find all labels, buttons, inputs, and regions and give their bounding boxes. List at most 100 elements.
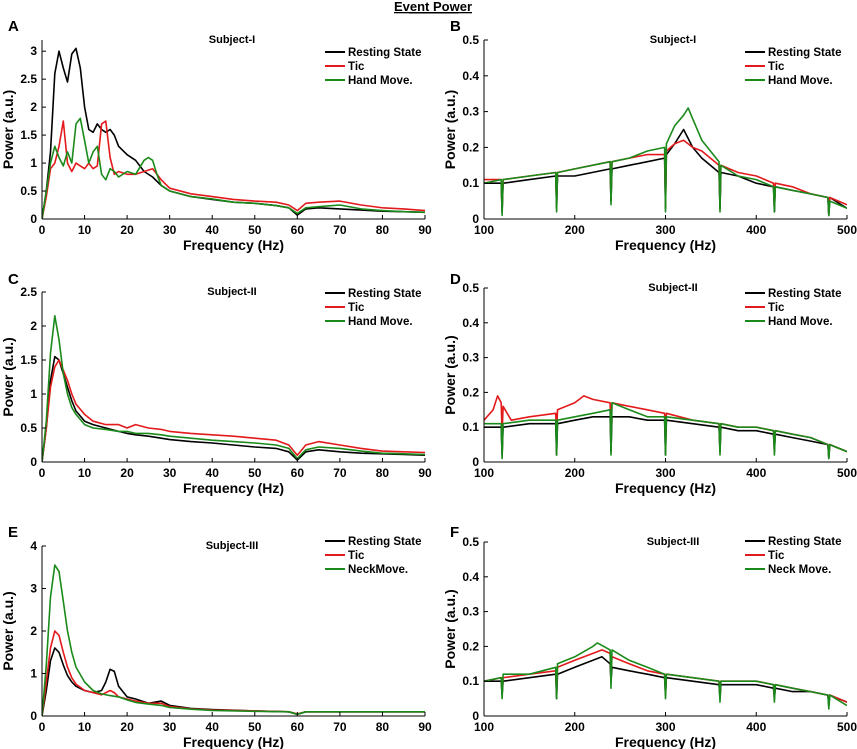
- y-tick-label: 0.3: [462, 351, 479, 365]
- y-axis-label: Power (a.u.): [0, 90, 16, 169]
- legend-label: Tic: [768, 61, 785, 73]
- y-tick-label: 2: [30, 624, 37, 638]
- x-tick-label: 20: [120, 466, 134, 480]
- panel-letter: C: [8, 271, 19, 288]
- legend-label: Resting State: [348, 536, 422, 548]
- x-tick-label: 30: [163, 223, 177, 237]
- panel-letter: A: [8, 18, 19, 35]
- subject-title: Subject-III: [647, 536, 700, 548]
- series-line-resting: [42, 47, 425, 219]
- y-tick-label: 3: [30, 44, 37, 58]
- y-tick-label: 0.4: [462, 316, 479, 330]
- y-tick-label: 0: [30, 455, 37, 469]
- legend-label: Hand Move.: [348, 75, 413, 87]
- y-tick-label: 0.5: [20, 421, 37, 435]
- y-tick-label: 1.5: [20, 353, 37, 367]
- legend-label: Tic: [348, 550, 365, 562]
- y-axis-label: Power (a.u.): [442, 335, 458, 414]
- y-axis-label: Power (a.u.): [442, 589, 458, 668]
- x-tick-label: 60: [291, 223, 305, 237]
- x-tick-label: 0: [39, 466, 46, 480]
- panel-letter: E: [8, 524, 18, 541]
- y-tick-label: 2.5: [20, 285, 37, 299]
- legend-label: Tic: [348, 302, 365, 314]
- panel-letter: B: [450, 18, 461, 35]
- y-tick-label: 0.5: [462, 33, 479, 47]
- subject-title: Subject-II: [648, 282, 698, 294]
- y-tick-label: 0: [30, 212, 37, 226]
- y-tick-label: 0.1: [462, 420, 479, 434]
- y-tick-label: 0.4: [462, 570, 479, 584]
- series-line-move: [484, 642, 847, 710]
- subject-title: Subject-I: [209, 34, 255, 46]
- series-line-move: [42, 564, 425, 716]
- y-tick-label: 0: [472, 709, 479, 723]
- y-tick-label: 0: [30, 709, 37, 723]
- legend-label: Tic: [768, 302, 785, 314]
- x-tick-label: 50: [248, 466, 262, 480]
- x-tick-label: 500: [837, 223, 857, 237]
- subject-title: Subject-III: [206, 540, 259, 552]
- x-tick-label: 40: [206, 720, 220, 734]
- x-tick-label: 0: [39, 223, 46, 237]
- x-tick-label: 200: [565, 223, 585, 237]
- y-tick-label: 0: [472, 212, 479, 226]
- x-tick-label: 100: [474, 720, 494, 734]
- series-line-tic: [42, 359, 425, 462]
- y-tick-label: 0.2: [462, 385, 479, 399]
- y-tick-label: 2: [30, 100, 37, 114]
- x-tick-label: 70: [333, 223, 347, 237]
- legend: Resting State Tic NeckMove.: [325, 536, 422, 576]
- x-tick-label: 90: [418, 223, 432, 237]
- legend-label: Tic: [768, 550, 785, 562]
- y-tick-label: 4: [30, 539, 37, 553]
- x-tick-label: 30: [163, 720, 177, 734]
- legend: Resting State Tic Hand Move.: [745, 288, 842, 328]
- legend: Resting State Tic Hand Move.: [745, 47, 842, 87]
- x-tick-label: 20: [120, 720, 134, 734]
- y-axis-label: Power (a.u.): [442, 90, 458, 169]
- y-tick-label: 1: [30, 387, 37, 401]
- panel-letter: F: [450, 524, 459, 541]
- chart-panel-e: E Subject-III 0 10 20 30 40 50 60 70 80 90 0 1 2 3 4 Freq…: [0, 524, 432, 749]
- y-tick-label: 0.5: [462, 281, 479, 295]
- y-tick-label: 0.1: [462, 176, 479, 190]
- legend-label: NeckMove.: [348, 564, 408, 576]
- x-tick-label: 80: [376, 223, 390, 237]
- x-tick-label: 200: [565, 720, 585, 734]
- x-axis-label: Frequency (Hz): [615, 237, 716, 253]
- x-axis-label: Frequency (Hz): [615, 734, 716, 749]
- y-tick-label: 3: [30, 582, 37, 596]
- y-tick-label: 0.3: [462, 105, 479, 119]
- x-tick-label: 50: [248, 720, 262, 734]
- x-tick-label: 60: [291, 720, 305, 734]
- x-tick-label: 300: [655, 720, 675, 734]
- series-line-move: [484, 402, 847, 460]
- series-line-move: [42, 117, 425, 219]
- x-tick-label: 30: [163, 466, 177, 480]
- legend: Resting State Tic Hand Move.: [325, 47, 422, 87]
- x-tick-label: 70: [333, 720, 347, 734]
- legend-label: Hand Move.: [768, 75, 833, 87]
- y-tick-label: 2.5: [20, 72, 37, 86]
- y-tick-label: 0.5: [20, 184, 37, 198]
- x-axis-label: Frequency (Hz): [615, 480, 716, 496]
- x-tick-label: 100: [474, 466, 494, 480]
- series-line-move: [484, 107, 847, 217]
- x-tick-label: 40: [206, 466, 220, 480]
- x-tick-label: 200: [565, 466, 585, 480]
- legend-label: Neck Move.: [768, 564, 831, 576]
- chart-panel-b: B Subject-I 100 200 300 400 500 0 0.1 0.2 0.3 0.4 0.…: [442, 18, 857, 253]
- x-tick-label: 90: [418, 720, 432, 734]
- x-axis-label: Frequency (Hz): [183, 480, 284, 496]
- y-tick-label: 1: [30, 667, 37, 681]
- legend-label: Resting State: [348, 288, 422, 300]
- y-tick-label: 0: [472, 455, 479, 469]
- y-tick-label: 0.4: [462, 69, 479, 83]
- x-tick-label: 50: [248, 223, 262, 237]
- figure-title: Event Power: [394, 0, 472, 14]
- series-line-resting: [42, 355, 425, 462]
- x-tick-label: 300: [655, 223, 675, 237]
- legend-label: Tic: [348, 61, 365, 73]
